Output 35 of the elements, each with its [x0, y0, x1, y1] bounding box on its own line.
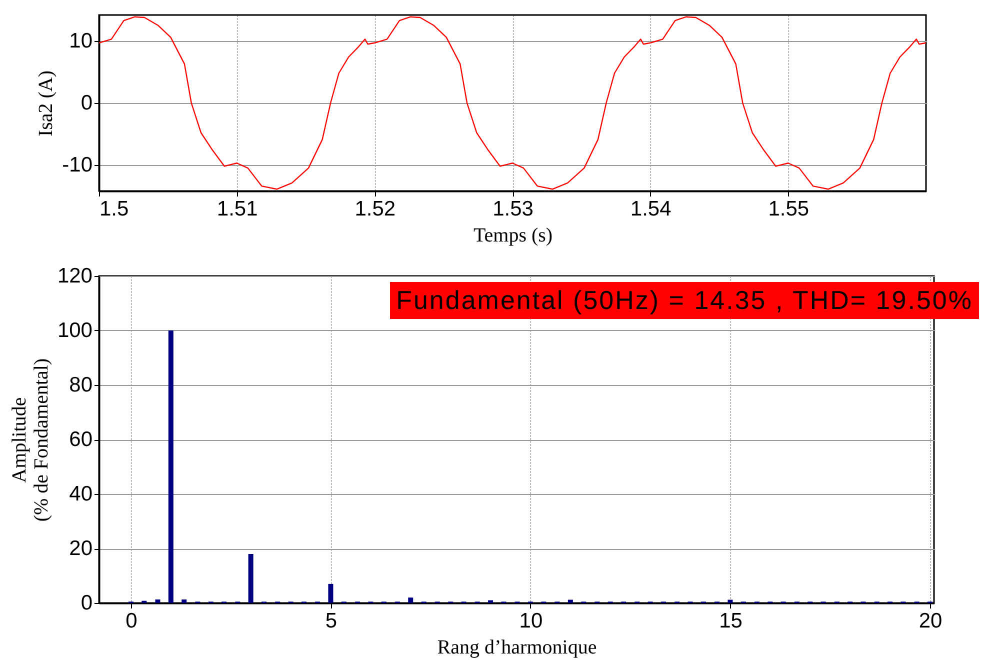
x-tick-label: 1.54 [630, 198, 672, 220]
x-tick-label: 0 [126, 610, 138, 632]
bar [408, 598, 414, 603]
y-tick-label: 0 [80, 592, 92, 614]
annotation: Fundamental (50Hz) = 14.35 , THD= 19.50% [390, 282, 979, 319]
y-tick-label: -10 [62, 153, 92, 176]
y-tick-label: 10 [69, 30, 92, 53]
x-tick-label: 1.52 [354, 198, 396, 220]
bar [155, 599, 160, 603]
x-tick-label: 1.5 [100, 198, 129, 220]
x-axis-title: Rang d’harmonique [437, 636, 597, 658]
y-tick-label: 100 [57, 319, 92, 342]
x-tick-label: 20 [918, 610, 942, 632]
y-axis-title: Amplitude (% de Fondamental) [8, 358, 52, 522]
bar [328, 584, 334, 603]
y-axis-title: Isa2 (A) [35, 70, 58, 137]
x-tick-label: 1.53 [492, 198, 534, 220]
y-tick-label: 20 [69, 537, 92, 560]
x-tick-label: 15 [719, 610, 742, 632]
x-tick-label: 10 [519, 610, 543, 632]
y-tick-label: 80 [69, 374, 92, 396]
y-tick-label: 0 [80, 92, 92, 114]
x-axis-title: Temps (s) [473, 224, 553, 246]
x-tick-label: 1.51 [216, 198, 258, 220]
bar [248, 554, 254, 603]
y-tick-label: 120 [57, 264, 92, 288]
y-tick-label: 40 [69, 482, 92, 506]
x-tick-label: 1.55 [768, 198, 810, 220]
bar [168, 330, 174, 603]
bar [488, 600, 494, 603]
bar [568, 600, 573, 603]
bar [728, 600, 733, 603]
bar [182, 599, 187, 603]
x-tick-label: 5 [325, 610, 338, 632]
y-tick-label: 60 [69, 428, 92, 451]
